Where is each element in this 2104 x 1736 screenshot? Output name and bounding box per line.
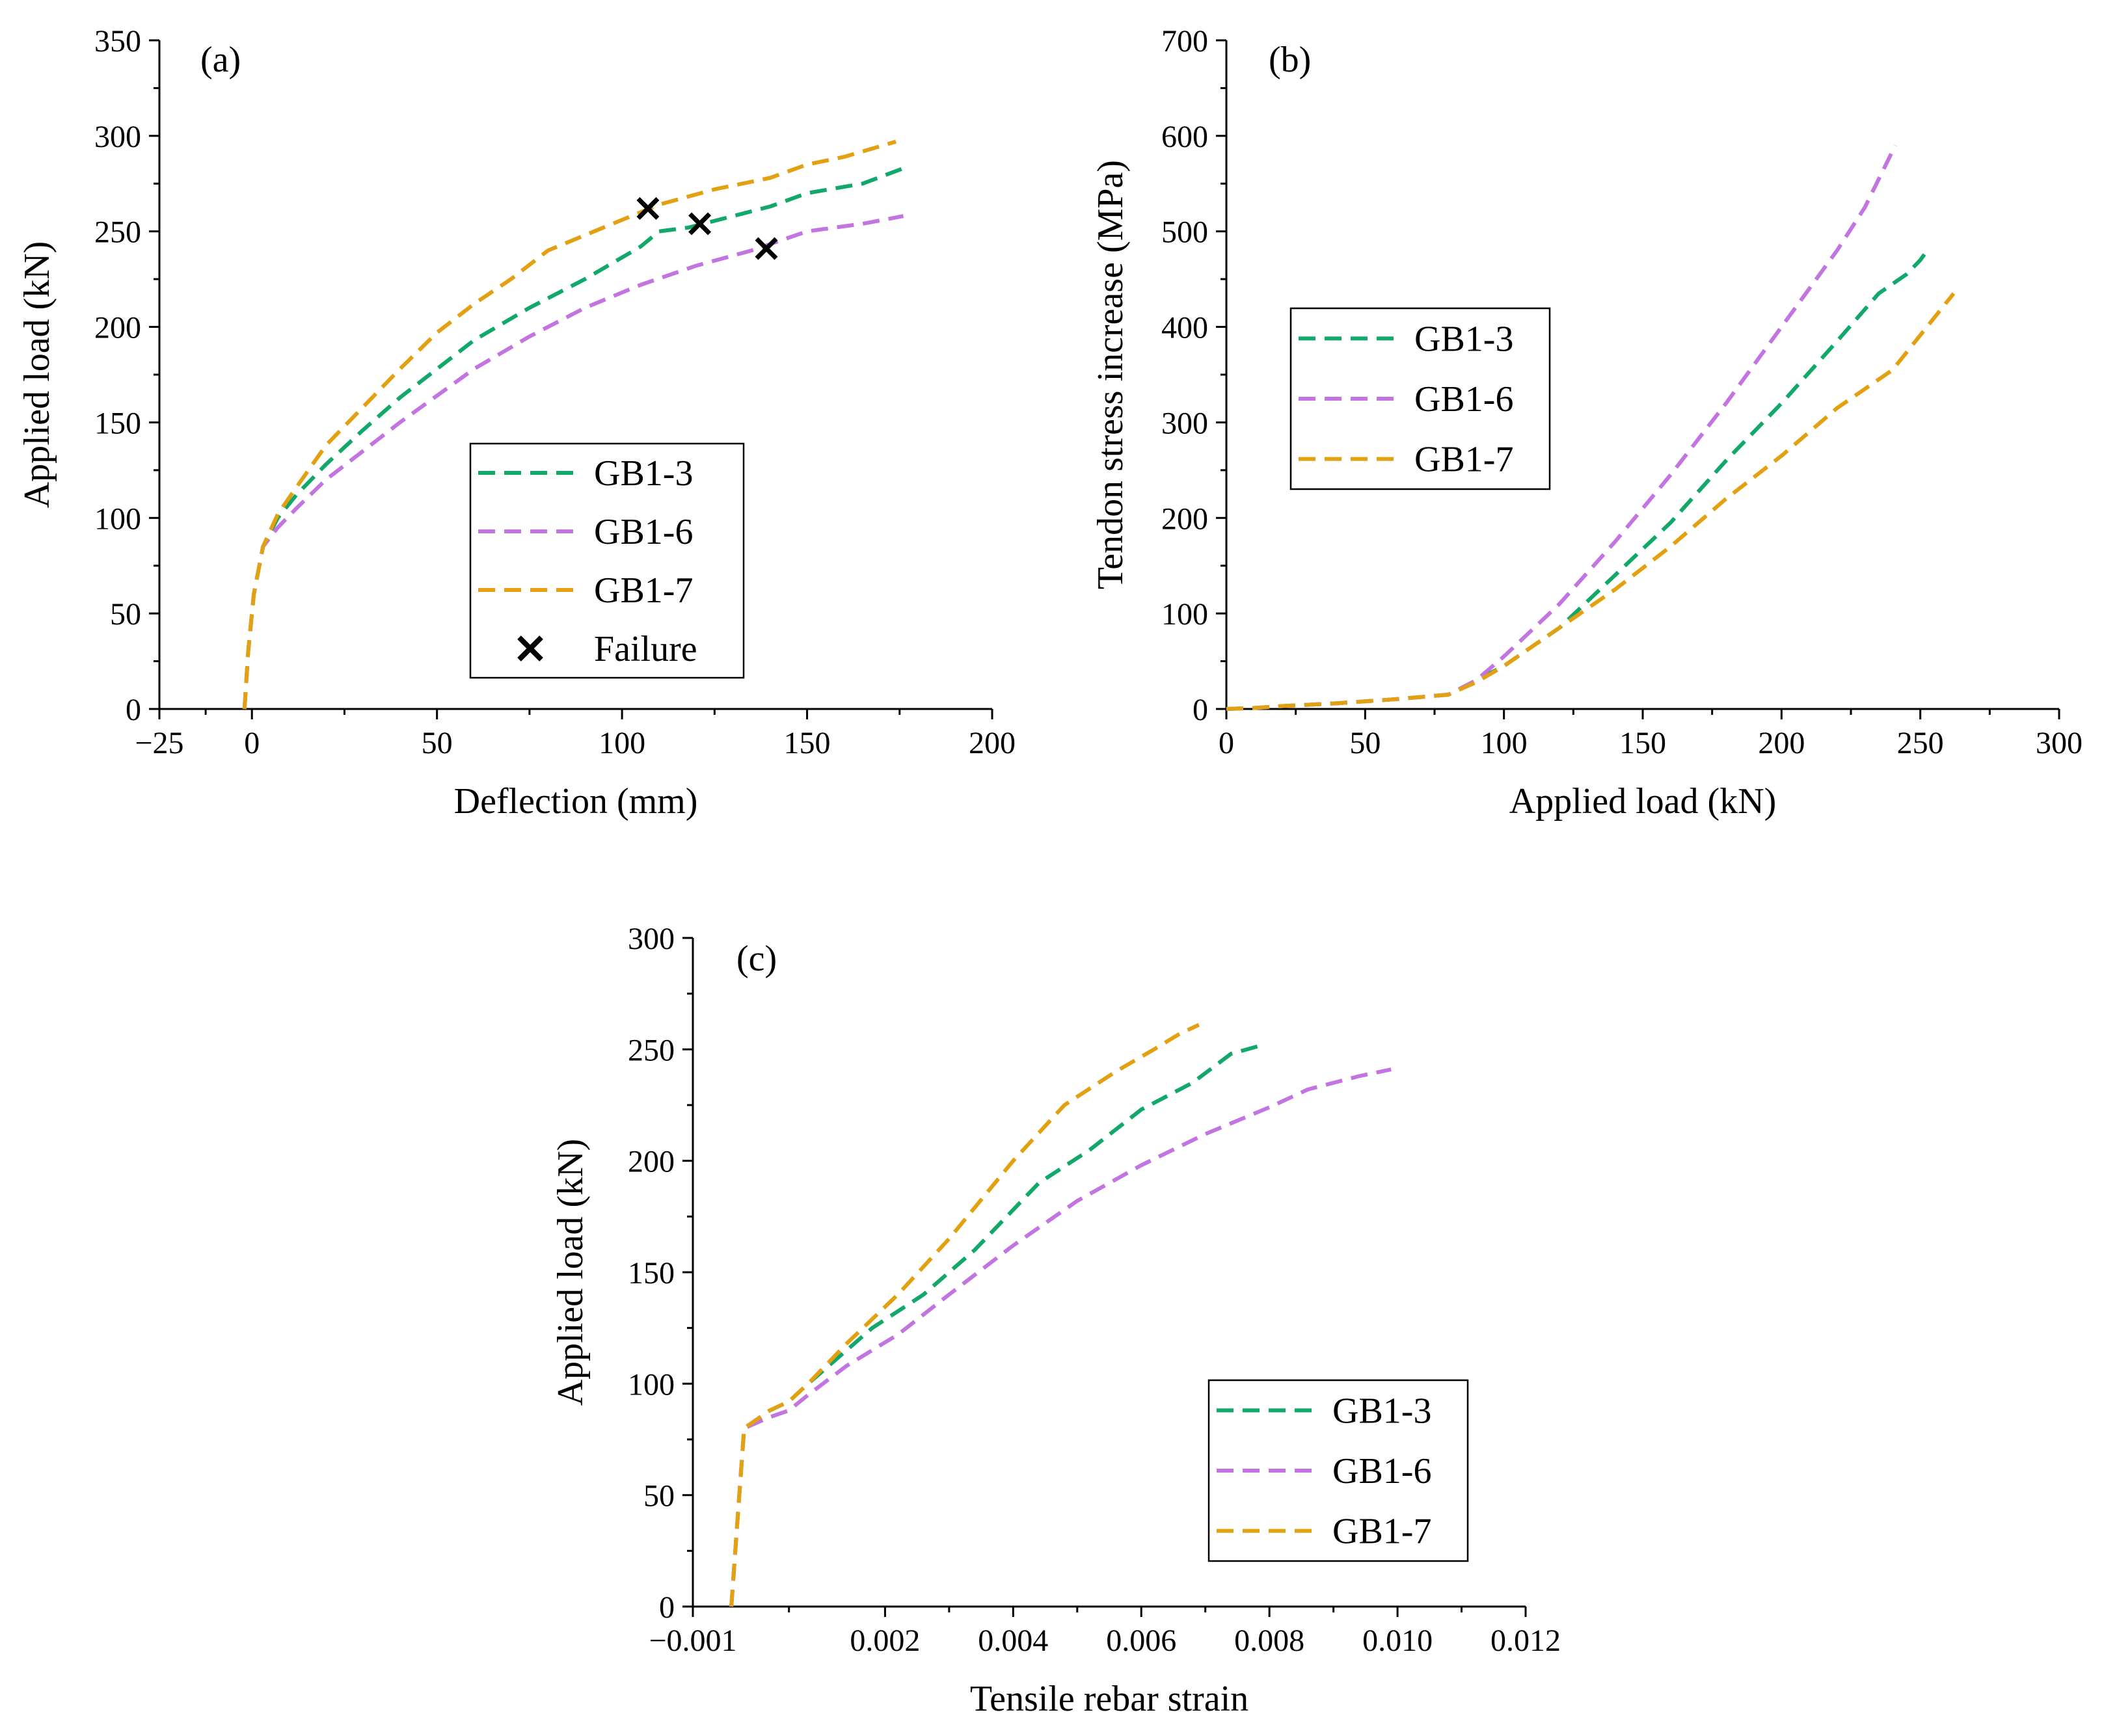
panel-a-chart: −25 0 50 100 150 200050100150200250300350Defl… [17, 24, 1016, 821]
y-tick-label: 0 [126, 693, 141, 727]
legend-label: GB1-6 [1332, 1451, 1431, 1491]
legend-label: GB1-3 [594, 453, 693, 494]
y-tick-label: 300 [628, 922, 675, 956]
y-tick-label: 700 [1161, 24, 1208, 59]
series-line-gb1-7 [1226, 292, 1956, 711]
x-tick-label: 0.004 [978, 1623, 1048, 1658]
legend-label: GB1-6 [594, 512, 693, 552]
x-tick-label: 300 [2036, 726, 2083, 760]
series-line-gb1-7 [729, 1022, 1200, 1607]
y-tick-label: 600 [1161, 120, 1208, 154]
x-axis-title: Deflection (mm) [454, 781, 698, 821]
x-tick-label: 200 [1758, 726, 1805, 760]
x-tick-label: 0.010 [1362, 1623, 1433, 1658]
y-tick-label: 350 [94, 24, 141, 59]
x-tick-label: −0.001 [649, 1623, 736, 1658]
x-axis-title: Applied load (kN) [1509, 781, 1777, 821]
legend-label: Failure [594, 629, 697, 669]
y-tick-label: 100 [1161, 597, 1208, 632]
x-tick-label: 150 [1619, 726, 1666, 760]
legend-label: GB1-7 [594, 570, 693, 611]
x-tick-label: 150 [784, 726, 831, 760]
x-tick-label: 0 [1219, 726, 1234, 760]
series-line-gb1-3 [729, 1043, 1264, 1607]
series-line-gb1-6 [729, 1067, 1392, 1607]
legend-label: GB1-6 [1414, 379, 1513, 420]
x-tick-label: 50 [1349, 726, 1381, 760]
x-tick-label: 100 [1481, 726, 1528, 760]
y-tick-label: 500 [1161, 215, 1208, 250]
y-axis-title: Applied load (kN) [17, 241, 57, 509]
y-axis-title: Applied load (kN) [550, 1139, 591, 1406]
x-tick-label: 0.002 [850, 1623, 920, 1658]
x-tick-label: 200 [969, 726, 1016, 760]
x-axis-title: Tensile rebar strain [970, 1679, 1248, 1719]
y-tick-label: 100 [94, 501, 141, 536]
y-tick-label: 200 [94, 311, 141, 345]
x-tick-label: 0.012 [1490, 1623, 1561, 1658]
y-tick-label: 50 [643, 1479, 675, 1514]
series-line-gb1-7 [242, 139, 897, 710]
x-tick-label: 50 [422, 726, 453, 760]
legend-label: GB1-7 [1332, 1512, 1431, 1552]
panel-label: (a) [200, 40, 241, 80]
x-tick-label: 0.008 [1234, 1623, 1304, 1658]
y-tick-label: 200 [628, 1145, 675, 1179]
y-tick-label: 50 [110, 597, 141, 632]
legend-box [469, 442, 745, 679]
panel-label: (b) [1269, 40, 1311, 80]
y-tick-label: 150 [94, 406, 141, 440]
y-tick-label: 0 [659, 1590, 675, 1625]
y-tick-label: 250 [628, 1033, 675, 1067]
y-tick-label: 250 [94, 215, 141, 250]
panel-b-chart: 0 50 100 150 200 250 300 0 100 200 300 400 500 600 700… [1090, 24, 2083, 821]
y-tick-label: 200 [1161, 501, 1208, 536]
x-tick-label: 0.006 [1106, 1623, 1176, 1658]
legend-swatch-failure [517, 635, 543, 661]
y-tick-label: 400 [1161, 311, 1208, 345]
y-tick-label: 100 [628, 1367, 675, 1402]
failure-marker [755, 237, 778, 260]
x-tick-label: 0 [244, 726, 260, 760]
failure-marker [636, 196, 660, 220]
x-tick-label: −25 [135, 726, 183, 760]
x-tick-label: 250 [1897, 726, 1944, 760]
legend-label: GB1-3 [1414, 319, 1513, 359]
y-axis-title: Tendon stress increase (MPa) [1090, 160, 1131, 589]
y-tick-label: 300 [1161, 406, 1208, 440]
panel-label: (c) [736, 939, 777, 979]
failure-marker [688, 212, 712, 235]
y-tick-label: 300 [94, 120, 141, 154]
x-tick-label: 100 [599, 726, 645, 760]
legend-label: GB1-3 [1332, 1391, 1431, 1431]
y-tick-label: 150 [628, 1256, 675, 1290]
y-tick-label: 0 [1193, 693, 1208, 727]
panel-c-chart: −0.001 0.002 0.004 0.006 0.008 0.010 0.012 0 50 1… [550, 922, 1561, 1719]
series-line-gb1-3 [1226, 251, 1928, 711]
legend-label: GB1-7 [1414, 440, 1513, 480]
